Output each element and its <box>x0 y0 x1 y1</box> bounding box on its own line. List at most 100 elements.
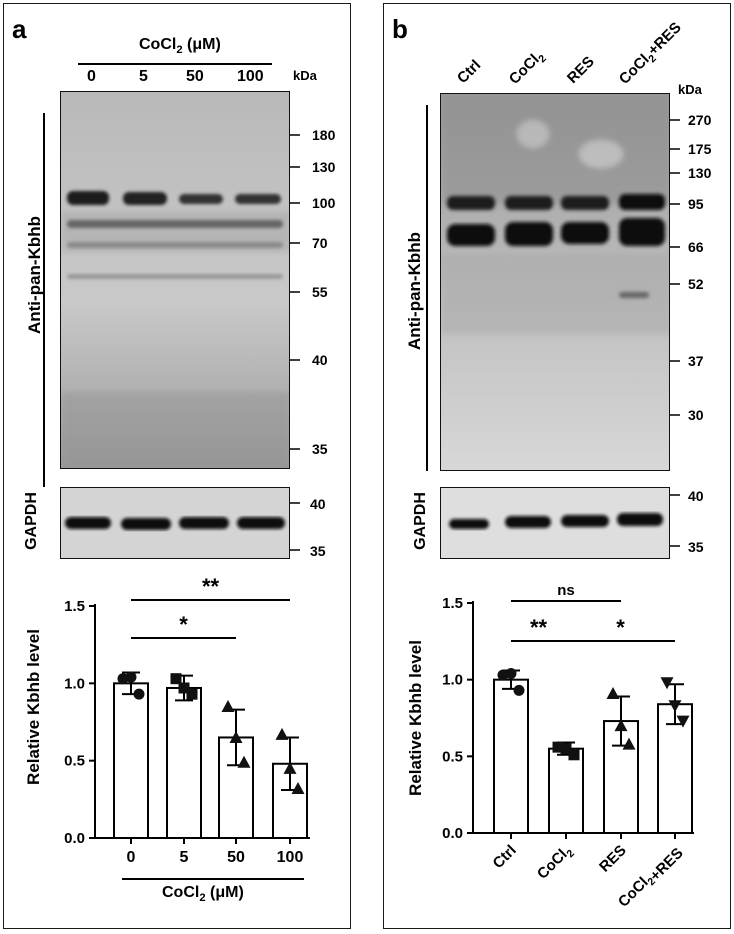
bar <box>657 703 693 834</box>
bar <box>548 747 584 835</box>
panel-b-marker-130: 130 <box>688 165 712 181</box>
data-point <box>676 715 690 728</box>
data-point <box>283 761 297 774</box>
panel-a-kda-label: kDa <box>293 68 317 83</box>
y-tick-label: 1.0 <box>64 675 85 692</box>
panel-a-gapdh-marker-35: 35 <box>310 543 326 559</box>
panel-b-marker-175: 175 <box>688 141 712 157</box>
data-point <box>622 737 636 750</box>
panel-b-antibody-label: Anti-pan-Kbhb <box>405 231 424 351</box>
panel-a-lane-1: 5 <box>139 68 148 85</box>
panel-b-gapdh-blot <box>440 487 670 559</box>
x-tick-label: 100 <box>277 849 304 866</box>
panel-a-marker-180: 180 <box>312 127 336 143</box>
chart-a-xlabel-bar <box>122 878 304 880</box>
data-point <box>614 719 628 732</box>
panel-a-treatment-bar <box>78 63 272 65</box>
data-point <box>552 741 564 753</box>
panel-b-marker-52: 52 <box>688 276 704 292</box>
panel-a-lane-3: 100 <box>237 68 264 85</box>
panel-b-gapdh-ticks <box>670 494 680 547</box>
data-point <box>125 671 137 683</box>
panel-b-gapdh-label: GAPDH <box>412 492 429 550</box>
x-tick-label: 50 <box>227 849 245 866</box>
significance-label: ** <box>202 574 220 599</box>
panel-a-marker-55: 55 <box>312 284 328 300</box>
panel-b-gapdh-image <box>441 488 669 558</box>
data-point <box>170 673 182 685</box>
panel-b-main-blot <box>440 93 670 471</box>
panel-a-blot-image <box>61 92 289 468</box>
data-point <box>237 755 251 768</box>
x-tick-label: CoCl2 <box>534 842 577 885</box>
data-point <box>186 688 198 700</box>
y-tick-label: 0.0 <box>64 830 85 847</box>
panel-a-antibody-label: Anti-pan-Kbhb <box>25 215 44 335</box>
panel-b-marker-30: 30 <box>688 407 704 423</box>
x-tick-label: RES <box>596 842 630 876</box>
data-point <box>275 727 289 740</box>
panel-a-gapdh-blot <box>60 487 290 559</box>
panel-b-marker-270: 270 <box>688 112 712 128</box>
panel-b-gapdh-marker-40: 40 <box>688 488 704 504</box>
y-tick-label: 1.5 <box>442 595 463 612</box>
significance-label: * <box>616 615 625 640</box>
chart-a-ylabel: Relative Kbhb level <box>24 629 43 785</box>
panel-a-gapdh-marker-40: 40 <box>310 496 326 512</box>
panel-a-marker-100: 100 <box>312 195 336 211</box>
panel-b-marker-37: 37 <box>688 353 704 369</box>
significance-label: * <box>179 612 188 637</box>
data-point <box>133 688 145 700</box>
y-tick-label: 0.5 <box>442 748 463 765</box>
y-tick-label: 1.0 <box>442 672 463 689</box>
panel-b-marker-95: 95 <box>688 196 704 212</box>
bar <box>493 678 529 834</box>
panel-a-letter: a <box>12 14 27 44</box>
data-point <box>291 782 305 795</box>
panel-a-marker-70: 70 <box>312 235 328 251</box>
panel-a-main-blot <box>60 91 290 469</box>
panel-a-treatment-title: CoCl2 (μM) <box>139 36 221 57</box>
chart-a-xlabel: CoCl2 (μM) <box>162 884 244 905</box>
data-point <box>660 677 674 690</box>
panel-a-gapdh-image <box>61 488 289 558</box>
data-point <box>606 686 620 699</box>
data-point <box>221 700 235 713</box>
panel-b-marker-66: 66 <box>688 239 704 255</box>
panel-b-marker-ticks <box>670 119 680 416</box>
data-point <box>178 682 190 694</box>
panel-a-marker-40: 40 <box>312 352 328 368</box>
panel-a-marker-130: 130 <box>312 159 336 175</box>
panel-b-gapdh-marker-35: 35 <box>688 539 704 555</box>
x-tick-label: 0 <box>127 849 136 866</box>
data-point <box>229 730 243 743</box>
significance-label: ns <box>557 582 575 599</box>
chart-b-ylabel: Relative Kbhb level <box>406 640 425 796</box>
y-tick-label: 0.5 <box>64 753 85 770</box>
data-point <box>505 668 517 680</box>
data-point <box>668 700 682 713</box>
panel-a-lane-2: 50 <box>186 68 204 85</box>
y-tick-label: 0.0 <box>442 825 463 842</box>
panel-a-gapdh-label: GAPDH <box>23 492 40 550</box>
data-point <box>513 684 525 696</box>
panel-a-antibody-bracket <box>43 113 45 487</box>
data-point <box>568 749 580 761</box>
panel-b-antibody-bracket <box>426 105 428 471</box>
panel-b-kda-label: kDa <box>678 82 702 97</box>
data-point <box>560 743 572 755</box>
bar <box>166 686 202 840</box>
y-tick-label: 1.5 <box>64 598 85 615</box>
x-tick-label: 5 <box>180 849 189 866</box>
panel-b-blot-image <box>441 94 669 470</box>
panel-a-lane-0: 0 <box>87 68 96 85</box>
x-tick-label: Ctrl <box>490 842 520 872</box>
panel-a-gapdh-ticks <box>290 502 300 551</box>
bar <box>113 682 149 840</box>
chart-a: 0.00.51.01.50 5 50 100*** <box>64 574 310 866</box>
panel-a-marker-ticks <box>290 134 300 450</box>
panel-b-letter: b <box>392 14 408 44</box>
significance-label: ** <box>530 615 548 640</box>
panel-a-marker-35: 35 <box>312 441 328 457</box>
